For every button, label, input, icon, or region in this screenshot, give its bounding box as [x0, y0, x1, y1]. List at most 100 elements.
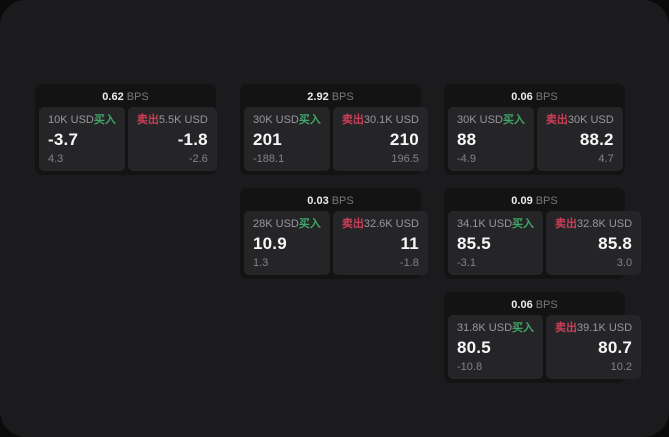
sell-delta: 3.0: [616, 257, 633, 269]
sell-size: 30.1K USD: [363, 114, 419, 126]
buy-price: 88: [457, 130, 477, 149]
buy-delta: -188.1: [253, 153, 285, 165]
buy-delta: -4.9: [457, 153, 476, 165]
sell-delta: -1.8: [399, 257, 419, 269]
buy-size: 10K USD: [48, 114, 94, 126]
buy-size: 34.1K USD: [457, 218, 513, 230]
sell-delta: 196.5: [391, 153, 419, 165]
buy-panel[interactable]: 31.8K USD 买入 80.5 -10.8: [448, 315, 544, 379]
buy-side-label: 买入: [298, 218, 321, 230]
buy-delta: 4.3: [48, 153, 64, 165]
buy-delta: 1.3: [253, 257, 269, 269]
quote-card: 0.03 BPS 28K USD 买入 10.9 1.3 卖出 32.6K USD…: [240, 188, 428, 279]
buy-side-label: 买入: [512, 322, 535, 334]
buy-panel-top: 10K USD 买入: [48, 114, 116, 126]
spread-value: 0.06: [511, 299, 533, 311]
buy-price: 201: [253, 130, 282, 149]
sell-price: 210: [389, 130, 419, 149]
quote-card: 0.09 BPS 34.1K USD 买入 85.5 -3.1 卖出 32.8K …: [444, 188, 642, 279]
bps-unit-label: BPS: [535, 299, 558, 311]
buy-delta: -10.8: [457, 361, 483, 373]
sell-panel[interactable]: 卖出 5.5K USD -1.8 -2.6: [127, 107, 217, 171]
buy-panel[interactable]: 28K USD 买入 10.9 1.3: [244, 211, 330, 275]
bps-unit-label: BPS: [331, 195, 354, 207]
bps-unit-label: BPS: [126, 91, 149, 103]
sell-price: 80.7: [598, 338, 633, 357]
buy-panel[interactable]: 30K USD 买入 201 -188.1: [244, 107, 330, 171]
sell-panel[interactable]: 卖出 30.1K USD 210 196.5: [332, 107, 428, 171]
buy-size: 30K USD: [457, 114, 503, 126]
buy-side-label: 买入: [502, 114, 525, 126]
spread-value: 0.03: [307, 195, 329, 207]
buy-panel-top: 28K USD 买入: [253, 218, 321, 230]
sell-side-label: 卖出: [555, 218, 578, 230]
quote-card: 0.62 BPS 10K USD 买入 -3.7 4.3 卖出 5.5K USD …: [35, 84, 217, 175]
spread-value: 0.09: [511, 195, 533, 207]
bps-unit-label: BPS: [535, 195, 558, 207]
sell-price: -1.8: [177, 130, 208, 149]
spread-header: 0.03 BPS: [244, 192, 417, 211]
buy-side-label: 买入: [512, 218, 535, 230]
sell-size: 30K USD: [567, 114, 614, 126]
buy-delta: -3.1: [457, 257, 476, 269]
sell-delta: -2.6: [188, 153, 208, 165]
sell-size: 5.5K USD: [158, 114, 208, 126]
bps-unit-label: BPS: [535, 91, 558, 103]
sell-panel-top: 卖出 39.1K USD: [555, 322, 632, 334]
spread-header: 0.06 BPS: [448, 296, 621, 315]
quote-panels: 30K USD 买入 201 -188.1 卖出 30.1K USD 210 1…: [244, 107, 428, 171]
spread-header: 0.09 BPS: [448, 192, 621, 211]
sell-panel-top: 卖出 32.8K USD: [555, 218, 632, 230]
buy-price: 85.5: [457, 234, 491, 253]
sell-price: 85.8: [598, 234, 633, 253]
sell-panel[interactable]: 卖出 30K USD 88.2 4.7: [536, 107, 623, 171]
sell-side-label: 卖出: [341, 218, 364, 230]
sell-panel[interactable]: 卖出 32.6K USD 11 -1.8: [332, 211, 428, 275]
sell-price: 88.2: [579, 130, 614, 149]
sell-panel-top: 卖出 30K USD: [546, 114, 614, 126]
spread-value: 2.92: [307, 91, 329, 103]
buy-panel-top: 34.1K USD 买入: [457, 218, 534, 230]
buy-price: -3.7: [48, 130, 79, 149]
buy-size: 30K USD: [253, 114, 299, 126]
quote-panels: 28K USD 买入 10.9 1.3 卖出 32.6K USD 11 -1.8: [244, 211, 428, 275]
buy-price: 10.9: [253, 234, 287, 253]
sell-side-label: 卖出: [341, 114, 364, 126]
buy-size: 28K USD: [253, 218, 299, 230]
bps-unit-label: BPS: [331, 91, 354, 103]
sell-size: 39.1K USD: [577, 322, 633, 334]
spread-header: 2.92 BPS: [244, 88, 417, 107]
quote-panels: 34.1K USD 买入 85.5 -3.1 卖出 32.8K USD 85.8…: [448, 211, 642, 275]
sell-panel-top: 卖出 5.5K USD: [137, 114, 208, 126]
sell-panel-top: 卖出 32.6K USD: [342, 218, 419, 230]
quote-panels: 31.8K USD 买入 80.5 -10.8 卖出 39.1K USD 80.…: [448, 315, 642, 379]
quote-card: 0.06 BPS 31.8K USD 买入 80.5 -10.8 卖出 39.1K…: [444, 292, 642, 383]
buy-side-label: 买入: [93, 114, 116, 126]
sell-panel-top: 卖出 30.1K USD: [342, 114, 419, 126]
spread-header: 0.06 BPS: [448, 88, 621, 107]
buy-price: 80.5: [457, 338, 491, 357]
buy-panel-top: 31.8K USD 买入: [457, 322, 534, 334]
quote-panels: 10K USD 买入 -3.7 4.3 卖出 5.5K USD -1.8 -2.…: [39, 107, 217, 171]
quote-card: 2.92 BPS 30K USD 买入 201 -188.1 卖出 30.1K U…: [240, 84, 428, 175]
buy-panel[interactable]: 30K USD 买入 88 -4.9: [448, 107, 534, 171]
spread-header: 0.62 BPS: [39, 88, 212, 107]
buy-size: 31.8K USD: [457, 322, 513, 334]
sell-side-label: 卖出: [555, 322, 578, 334]
quote-panels: 30K USD 买入 88 -4.9 卖出 30K USD 88.2 4.7: [448, 107, 623, 171]
sell-side-label: 卖出: [545, 114, 568, 126]
buy-panel[interactable]: 10K USD 买入 -3.7 4.3: [39, 107, 125, 171]
buy-panel-top: 30K USD 买入: [457, 114, 525, 126]
buy-panel[interactable]: 34.1K USD 买入 85.5 -3.1: [448, 211, 544, 275]
sell-price: 11: [400, 234, 419, 253]
buy-side-label: 买入: [298, 114, 321, 126]
sell-size: 32.6K USD: [363, 218, 419, 230]
quote-card: 0.06 BPS 30K USD 买入 88 -4.9 卖出 30K USD 88…: [444, 84, 625, 175]
spread-value: 0.06: [511, 91, 533, 103]
sell-panel[interactable]: 卖出 32.8K USD 85.8 3.0: [546, 211, 642, 275]
sell-panel[interactable]: 卖出 39.1K USD 80.7 10.2: [546, 315, 642, 379]
buy-panel-top: 30K USD 买入: [253, 114, 321, 126]
sell-size: 32.8K USD: [577, 218, 633, 230]
